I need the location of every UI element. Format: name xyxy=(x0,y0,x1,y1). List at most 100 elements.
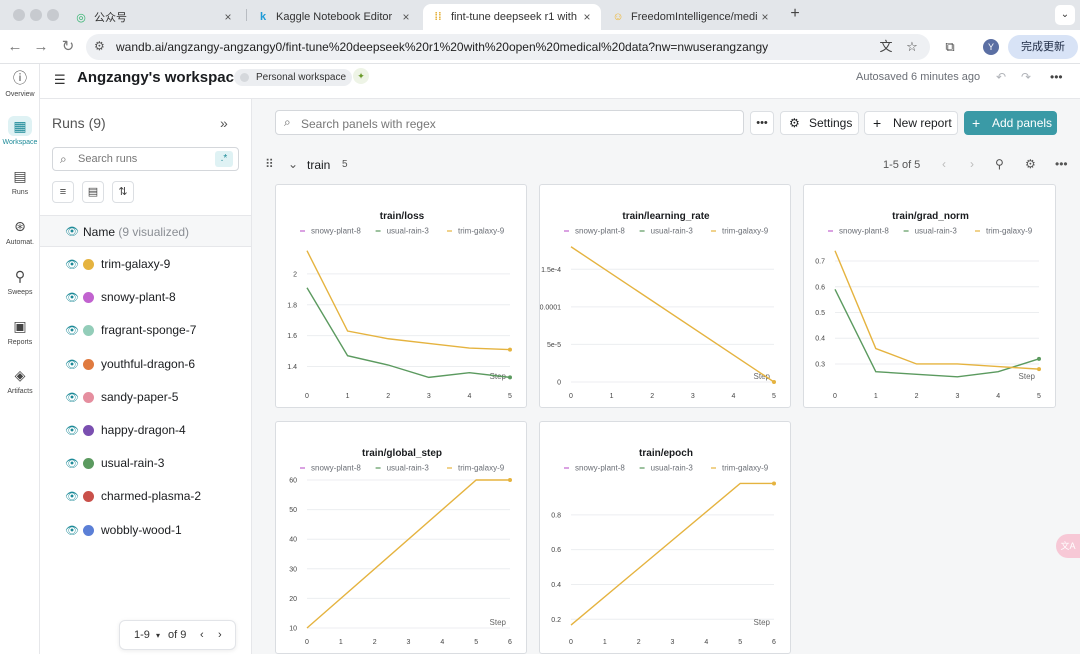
add-panels-button[interactable]: + Add panels xyxy=(964,111,1057,135)
regex-toggle[interactable]: .* xyxy=(215,151,233,167)
section-title[interactable]: train xyxy=(307,158,331,172)
prev-page-icon[interactable]: ‹ xyxy=(942,157,946,171)
redo-icon[interactable]: ↷ xyxy=(1021,70,1032,84)
url-field[interactable]: ⚙ wandb.ai/angzangy-angzangy0/fint-tune%… xyxy=(86,34,930,60)
eye-visibility-icon[interactable]: 👁 xyxy=(65,325,79,338)
chart-panel-grad-norm[interactable]: train/grad_norm snowy-plant-8 usual-rain-3… xyxy=(803,184,1056,408)
window-close-dot[interactable] xyxy=(13,9,25,21)
browser-tab-huggingface[interactable]: ☺ FreedomIntelligence/medical × xyxy=(603,4,779,30)
run-color-swatch[interactable] xyxy=(83,358,94,370)
group-icon[interactable]: ▤ xyxy=(82,181,104,203)
eye-visibility-icon[interactable]: 👁 xyxy=(65,358,79,371)
drag-handle-icon[interactable]: ⠿ xyxy=(265,157,274,171)
eye-visibility-icon[interactable]: 👁 xyxy=(65,425,79,437)
window-minimize-dot[interactable] xyxy=(30,9,42,21)
chart-panel-loss[interactable]: train/loss snowy-plant-8 usual-rain-3 trim-… xyxy=(275,184,527,408)
run-row[interactable]: 👁 sandy-paper-5 xyxy=(40,381,251,414)
chart-panel-epoch[interactable]: train/epoch snowy-plant-8 usual-rain-3 trim… xyxy=(539,421,791,654)
run-row[interactable]: 👁 wobbly-wood-1 xyxy=(40,514,251,547)
run-name[interactable]: happy-dragon-4 xyxy=(101,423,186,437)
rail-item-sweeps[interactable]: ⚲ Sweeps xyxy=(0,266,40,296)
update-browser-button[interactable]: 完成更新 xyxy=(1008,35,1078,59)
run-name[interactable]: charmed-plasma-2 xyxy=(101,489,202,504)
filter-icon[interactable]: ≡ xyxy=(52,181,74,203)
run-color-swatch[interactable] xyxy=(83,524,94,536)
workspace-type-badge[interactable]: Personal workspace xyxy=(234,69,353,86)
chevron-down-icon[interactable]: ⌄ xyxy=(288,157,299,171)
run-color-swatch[interactable] xyxy=(83,292,94,304)
more-options-icon[interactable]: ••• xyxy=(1055,157,1068,171)
run-row[interactable]: 👁 snowy-plant-8 xyxy=(40,281,251,314)
tab-close-icon[interactable]: × xyxy=(224,10,232,24)
run-name[interactable]: wobbly-wood-1 xyxy=(101,522,182,537)
chart-panel-learning-rate[interactable]: train/learning_rate snowy-plant-8 usual-ra… xyxy=(539,184,791,408)
run-name[interactable]: usual-rain-3 xyxy=(101,456,165,471)
run-row[interactable]: 👁 youthful-dragon-6 xyxy=(40,348,251,381)
collapse-sidebar-icon[interactable]: » xyxy=(220,115,228,131)
gear-icon[interactable]: ⚙ xyxy=(1025,157,1036,171)
sparkle-icon[interactable]: ✦ xyxy=(353,68,369,84)
pin-icon[interactable]: ⚲ xyxy=(995,157,1004,171)
run-name[interactable]: sandy-paper-5 xyxy=(101,389,179,404)
run-color-swatch[interactable] xyxy=(83,425,94,436)
run-row[interactable]: 👁 usual-rain-3 xyxy=(40,447,251,480)
extensions-puzzle-icon[interactable]: ⧉ xyxy=(945,39,955,54)
search-runs-input[interactable]: ⌕ Search runs .* xyxy=(52,147,239,171)
page-range-select[interactable]: 1-9 xyxy=(134,629,150,641)
rail-item-workspace[interactable]: ▦ Workspace xyxy=(0,116,40,146)
run-row[interactable]: 👁 trim-galaxy-9 xyxy=(40,248,251,281)
eye-visibility-icon[interactable]: 👁 xyxy=(65,524,79,537)
run-row[interactable]: 👁 happy-dragon-4 xyxy=(40,414,251,447)
rail-item-reports[interactable]: ▣ Reports xyxy=(0,316,40,346)
forward-arrow-icon[interactable]: → xyxy=(33,38,49,55)
eye-visibility-icon[interactable]: 👁 xyxy=(65,292,79,305)
more-options-icon[interactable]: ••• xyxy=(1050,70,1063,84)
runs-name-header[interactable]: 👁 Name (9 visualized) xyxy=(40,215,251,247)
run-color-swatch[interactable] xyxy=(83,259,94,270)
run-row[interactable]: 👁 fragrant-sponge-7 xyxy=(40,314,251,347)
run-color-swatch[interactable] xyxy=(83,491,94,503)
site-settings-icon[interactable]: ⚙ xyxy=(94,39,105,53)
bookmark-star-icon[interactable]: ☆ xyxy=(906,39,918,54)
browser-tab-kaggle[interactable]: k Kaggle Notebook Editor × xyxy=(248,4,420,30)
rail-item-automations[interactable]: ⊛ Automat. xyxy=(0,216,40,246)
run-color-swatch[interactable] xyxy=(83,325,94,337)
rail-item-runs[interactable]: ▤ Runs xyxy=(0,166,40,196)
run-name[interactable]: snowy-plant-8 xyxy=(101,290,176,305)
run-name[interactable]: youthful-dragon-6 xyxy=(101,356,196,371)
tab-close-icon[interactable]: × xyxy=(761,10,769,24)
tab-close-icon[interactable]: × xyxy=(583,10,591,24)
translate-icon[interactable]: 文 xyxy=(879,39,893,54)
profile-avatar[interactable]: Y xyxy=(983,39,999,55)
run-color-swatch[interactable] xyxy=(83,391,94,403)
eye-visibility-icon[interactable]: 👁 xyxy=(65,458,79,471)
next-page-icon[interactable]: › xyxy=(218,629,222,641)
rail-item-artifacts[interactable]: ◈ Artifacts xyxy=(0,365,40,395)
chart-panel-global-step[interactable]: train/global_step snowy-plant-8 usual-rain… xyxy=(275,421,527,654)
eye-visibility-icon[interactable]: 👁 xyxy=(65,259,79,271)
undo-icon[interactable]: ↶ xyxy=(996,70,1007,84)
menu-hamburger-icon[interactable]: ☰ xyxy=(54,72,66,87)
eye-visibility-icon[interactable]: 👁 xyxy=(65,491,79,504)
tab-search-chevron-icon[interactable]: ⌄ xyxy=(1055,5,1075,25)
browser-tab-wandb[interactable]: ⁞⁞ fint-tune deepseek r1 with op × xyxy=(423,4,601,30)
back-arrow-icon[interactable]: ← xyxy=(7,38,23,55)
panel-options-button[interactable]: ••• xyxy=(750,111,774,135)
run-color-swatch[interactable] xyxy=(83,458,94,470)
run-name[interactable]: trim-galaxy-9 xyxy=(101,257,171,271)
run-row[interactable]: 👁 charmed-plasma-2 xyxy=(40,480,251,513)
eye-visibility-icon[interactable]: 👁 xyxy=(65,391,79,404)
window-zoom-dot[interactable] xyxy=(47,9,59,21)
new-report-button[interactable]: + New report xyxy=(864,111,958,135)
browser-tab-wechat[interactable]: ◎ 公众号 × xyxy=(66,4,242,30)
prev-page-icon[interactable]: ‹ xyxy=(200,629,204,641)
new-tab-button[interactable]: + xyxy=(790,5,800,22)
rail-item-overview[interactable]: ⓘ Overview xyxy=(0,68,40,98)
tab-close-icon[interactable]: × xyxy=(402,10,410,24)
search-panels-input[interactable]: ⌕ Search panels with regex xyxy=(275,110,744,135)
reload-icon[interactable]: ↻ xyxy=(61,38,75,55)
translate-assistant-button[interactable]: 文A xyxy=(1056,534,1080,558)
next-page-icon[interactable]: › xyxy=(970,157,974,171)
settings-button[interactable]: ⚙ Settings xyxy=(780,111,859,135)
eye-visibility-icon[interactable]: 👁 xyxy=(65,226,79,238)
